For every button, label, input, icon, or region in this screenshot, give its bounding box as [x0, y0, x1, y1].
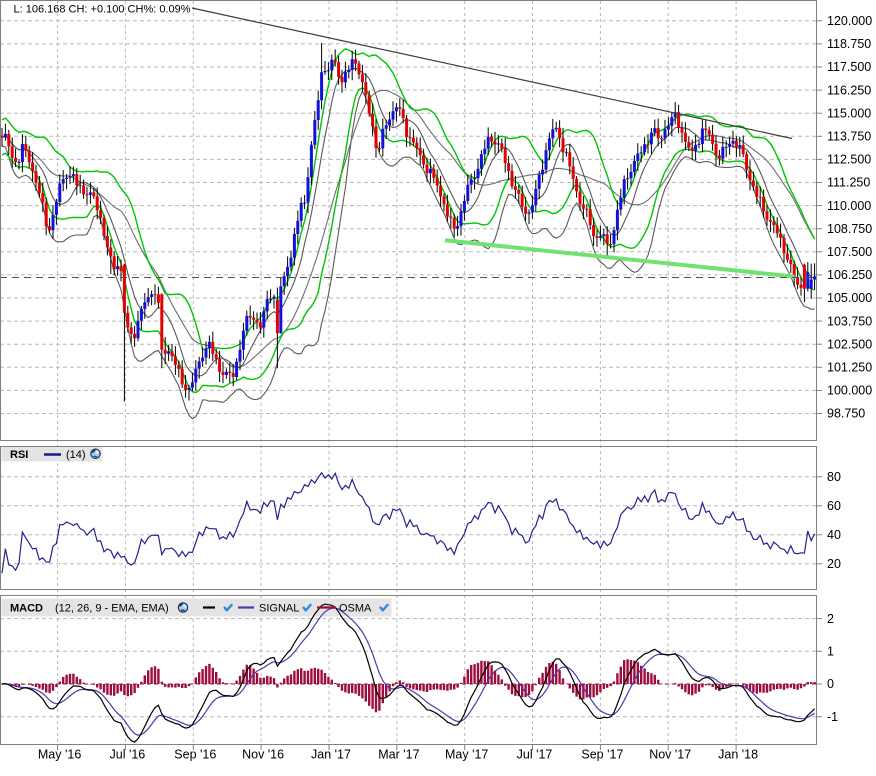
- svg-text:Nov '17: Nov '17: [649, 748, 691, 762]
- svg-text:118.750: 118.750: [827, 37, 871, 51]
- svg-text:Sep '17: Sep '17: [581, 748, 623, 762]
- svg-text:40: 40: [827, 528, 841, 542]
- svg-text:(12, 26, 9 - EMA, EMA): (12, 26, 9 - EMA, EMA): [55, 603, 169, 615]
- svg-text:120.000: 120.000: [827, 14, 872, 28]
- svg-text:80: 80: [827, 470, 841, 484]
- svg-text:108.750: 108.750: [827, 222, 872, 236]
- svg-text:106.250: 106.250: [827, 268, 872, 282]
- svg-text:Jul '17: Jul '17: [517, 748, 553, 762]
- svg-text:111.250: 111.250: [827, 176, 870, 190]
- svg-text:60: 60: [827, 499, 841, 513]
- svg-text:105.000: 105.000: [827, 291, 872, 305]
- svg-text:2: 2: [827, 612, 834, 626]
- svg-text:102.500: 102.500: [827, 337, 872, 351]
- svg-text:OSMA: OSMA: [339, 603, 372, 615]
- svg-text:101.250: 101.250: [827, 361, 872, 375]
- svg-text:1: 1: [827, 645, 834, 659]
- svg-text:Mar '17: Mar '17: [378, 748, 419, 762]
- svg-text:-1: -1: [827, 710, 838, 724]
- svg-text:MACD: MACD: [10, 603, 43, 615]
- svg-text:100.000: 100.000: [827, 384, 872, 398]
- svg-text:115.000: 115.000: [827, 106, 871, 120]
- svg-text:(14): (14): [66, 449, 86, 461]
- svg-text:103.750: 103.750: [827, 314, 872, 328]
- svg-text:0: 0: [827, 677, 834, 691]
- svg-text:L: 106.168 CH: +0.100 CH%: 0.0: L: 106.168 CH: +0.100 CH%: 0.09%: [14, 4, 191, 16]
- svg-text:110.000: 110.000: [827, 199, 871, 213]
- svg-text:107.500: 107.500: [827, 245, 872, 259]
- svg-text:Jul '16: Jul '16: [110, 748, 146, 762]
- svg-text:Sep '16: Sep '16: [174, 748, 216, 762]
- svg-text:112.500: 112.500: [827, 153, 871, 167]
- svg-text:Jan '17: Jan '17: [311, 748, 351, 762]
- svg-text:Jan '18: Jan '18: [718, 748, 758, 762]
- svg-text:117.500: 117.500: [827, 60, 871, 74]
- svg-text:SIGNAL: SIGNAL: [259, 603, 299, 615]
- svg-text:98.750: 98.750: [827, 407, 865, 421]
- svg-text:May '16: May '16: [38, 748, 81, 762]
- svg-text:113.750: 113.750: [827, 130, 871, 144]
- svg-text:May '17: May '17: [445, 748, 488, 762]
- svg-text:20: 20: [827, 557, 841, 571]
- svg-text:Nov '16: Nov '16: [242, 748, 284, 762]
- svg-text:RSI: RSI: [10, 449, 28, 461]
- svg-text:116.250: 116.250: [827, 83, 871, 97]
